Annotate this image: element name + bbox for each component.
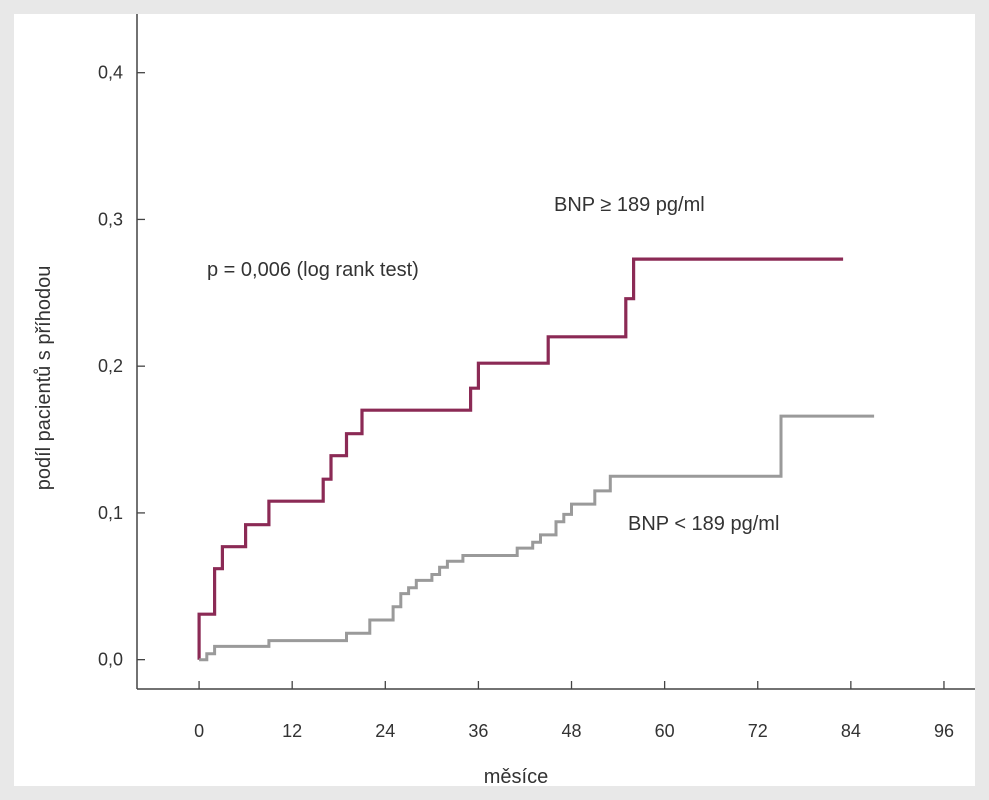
ticks: 0 12 24 36 48 60 72 84 96 0,0 0,1 0,2 0,3 0,4 — [98, 63, 954, 741]
pvalue-annotation: p = 0,006 (log rank test) — [207, 259, 419, 281]
x-tick-label: 12 — [282, 721, 302, 741]
axes — [136, 14, 975, 690]
y-tick-label: 0,3 — [98, 209, 123, 229]
x-tick-label: 24 — [375, 721, 395, 741]
x-tick-label: 0 — [194, 721, 204, 741]
y-axis-title: podíl pacientů s příhodou — [33, 266, 55, 491]
series-layer — [197, 257, 875, 662]
x-tick-label: 72 — [748, 721, 768, 741]
x-tick-label: 60 — [655, 721, 675, 741]
series-label-high: BNP ≥ 189 pg/ml — [554, 194, 705, 216]
series-line-bnp-low — [199, 414, 875, 662]
y-tick-label: 0,2 — [98, 356, 123, 376]
series-line-bnp-high — [197, 257, 844, 660]
x-tick-label: 48 — [562, 721, 582, 741]
y-tick-label: 0,0 — [98, 650, 123, 670]
series-label-low: BNP < 189 pg/ml — [628, 513, 779, 535]
x-axis-title: měsíce — [484, 766, 548, 788]
y-tick-label: 0,4 — [98, 63, 123, 83]
y-tick-label: 0,1 — [98, 503, 123, 523]
chart-panel-background — [14, 14, 975, 786]
x-tick-label: 84 — [841, 721, 861, 741]
x-tick-label: 96 — [934, 721, 954, 741]
x-tick-label: 36 — [468, 721, 488, 741]
